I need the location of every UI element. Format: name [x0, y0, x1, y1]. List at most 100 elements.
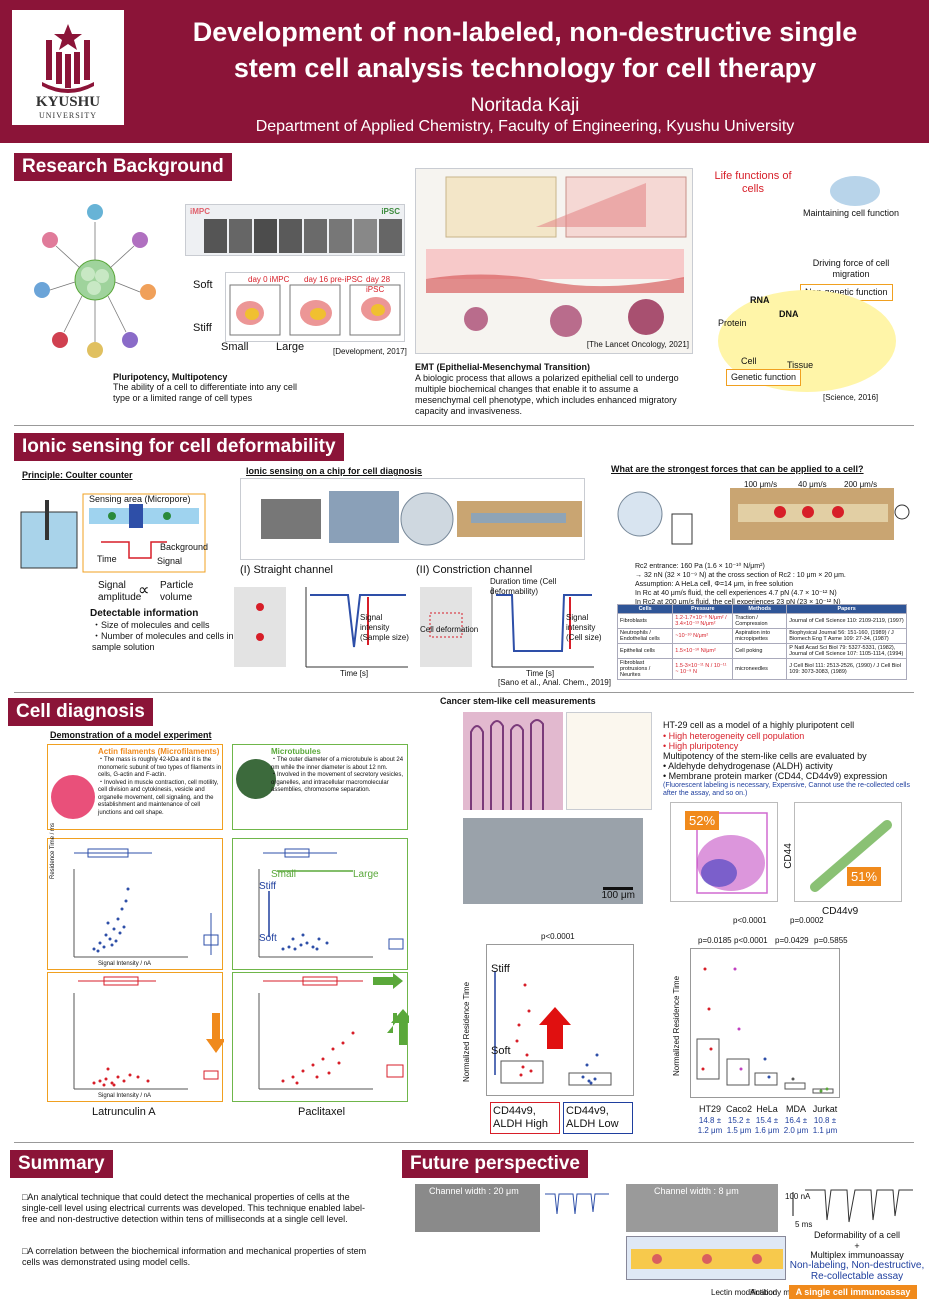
life-functions-title: Life functions of cells [714, 170, 792, 195]
scatter-blue-1 [73, 848, 219, 958]
poster-header: KYUSHU UNIVERSITY Development of non-lab… [0, 0, 929, 143]
time-s-label-2: Time [s] [526, 669, 555, 678]
summary-point-1: □An analytical technique that could dete… [22, 1192, 366, 1224]
microtubule-icon [236, 759, 276, 799]
rna-label: RNA [750, 295, 770, 305]
speed-2: 40 μm/s [798, 480, 827, 489]
straight-signal-graphic [234, 587, 408, 668]
signal-trace-1 [545, 1193, 609, 1215]
na-scale: 100 nA [785, 1192, 811, 1201]
density-plots: day 0 iMPC day 16 pre-iPSC day 28 iPSC [225, 272, 405, 342]
signal-axis-2: Signal Intensity / nA [98, 1093, 152, 1099]
chip-title: Ionic sensing on a chip for cell diagnos… [246, 466, 423, 476]
university-logo: KYUSHU UNIVERSITY [12, 10, 124, 125]
signal-label: Signal [157, 556, 183, 566]
antibody-label: Antibody modification [750, 1288, 826, 1297]
forces-line-1: Rc2 entrance: 160 Pa (1.6 × 10⁻¹⁰ N/μm²) [635, 563, 765, 570]
flow-plot-graphic-1 [696, 812, 768, 894]
straight-channel-plot: Signal intensity (Sample size) Time [s] [230, 577, 410, 678]
forces-title: What are the strongest forces that can b… [611, 464, 864, 474]
signal-intensity-label-2: Signal intensity (Cell size) [566, 613, 602, 642]
percent-52: 52% [685, 811, 720, 830]
stem-cell-icon [34, 204, 156, 358]
stem-cell-diagram [30, 200, 160, 360]
detectable-1: ・Size of molecules and cells [92, 620, 210, 630]
signal-amplitude: Signal amplitude [98, 580, 142, 603]
time-label: Time [97, 554, 117, 564]
table-cell: Aspiration into micropipettes [732, 628, 788, 644]
pluripotency-text: The ability of a cell to differentiate i… [113, 382, 297, 403]
constriction-channel-plot: Duration time (Cell deformability) Cell … [416, 577, 602, 678]
label-soft: Soft [193, 279, 213, 291]
chip-channel-graphic [631, 1249, 783, 1269]
table-cell: Fibroblast protrusions / Neurites [616, 658, 674, 680]
detectable-2: ・Number of molecules and cells in sample… [92, 631, 234, 652]
residence-axis-1: Residence Time / ms [50, 822, 56, 879]
density-scatter-graphic [229, 284, 401, 336]
flow-cytometry-1: 52% [670, 802, 778, 902]
scatter-red-1 [73, 976, 226, 1090]
scatter-red-2 [258, 973, 415, 1090]
group-high: CD44v9, ALDH High [490, 1102, 560, 1134]
forces-diagram: 100 μm/s 40 μm/s 200 μm/s [612, 478, 912, 560]
label-large-2: Large [353, 869, 379, 880]
detectable-title: Detectable information [90, 608, 199, 619]
ht29-intro: HT-29 cell as a model of a highly plurip… [663, 720, 855, 730]
table-header: Cells [616, 604, 674, 614]
table-header: Pressure [672, 604, 734, 614]
straight-channel-title: (I) Straight channel [240, 564, 333, 576]
deformability-text: Deformability of a cell [813, 1230, 901, 1240]
cell-label: Cell [741, 356, 757, 366]
label-small: Small [221, 341, 249, 353]
tissue-label: Tissue [787, 360, 814, 370]
ht29-bullet-4: • Membrane protein marker (CD44, CD44v9)… [663, 771, 888, 781]
table-cell: Journal of Cell Science 110: 2109-2119, … [786, 613, 907, 629]
actin-text: ・The mass is roughly 42-kDa and it is th… [98, 757, 222, 816]
pval-boxplot: p<0.0001 [541, 932, 575, 941]
label-day16: day 16 pre-iPSC [304, 275, 363, 284]
cd44-axis: CD44 [782, 843, 794, 869]
ht29-note: (Fluorescent labeling is necessary, Expe… [663, 782, 910, 797]
chip-figure [240, 478, 585, 560]
forces-line-5: In Rc2 at 200 μm/s fluid, the cell exper… [635, 599, 841, 606]
label-stiff: Stiff [193, 322, 212, 334]
table-row: Epithelial cells 1.5×10⁻¹⁰ N/μm² Cell po… [616, 643, 907, 659]
multiplex-text: Multiplex immunoassay [810, 1250, 904, 1260]
cell-size: 16.4 ± 2.0 μm [783, 1116, 809, 1135]
ref-lancet: [The Lancet Oncology, 2021] [586, 340, 689, 349]
chip-graphic [261, 491, 582, 546]
table-cell: Biophysical Journal 56: 151-160, (1989) … [786, 628, 907, 644]
ht29-bullet-2: • High pluripotency [663, 741, 739, 751]
ref-development: [Development, 2017] [333, 347, 407, 356]
emt-figure: [The Lancet Oncology, 2021] [415, 168, 693, 354]
table-cell: J Cell Biol 111: 2513-2526, (1990) / J C… [786, 658, 907, 680]
section-future: Future perspective [402, 1150, 588, 1178]
title-line-1: Development of non-labeled, non-destruct… [192, 17, 858, 47]
pval-row-4: p=0.5855 [814, 936, 848, 945]
summary-point-2: □A correlation between the biochemical i… [22, 1246, 367, 1267]
actin-box: Actin filaments (Microfilaments) ・The ma… [47, 744, 223, 830]
ref-science: [Science, 2016] [823, 393, 879, 402]
percent-51: 51% [847, 867, 882, 886]
label-large: Large [276, 341, 305, 353]
microtubule-title: Microtubules [271, 747, 321, 756]
cell-deformation-label: Cell deformation [420, 625, 479, 634]
label-day28: day 28 iPSC [366, 275, 391, 294]
microtubule-text: ・The outer diameter of a microtubule is … [271, 757, 404, 793]
ht29-bullet-1: • High heterogeneity cell population [663, 731, 805, 741]
divider-1 [14, 425, 914, 426]
table-cell: Epithelial cells [616, 643, 674, 659]
genetic-label: Genetic function [726, 369, 802, 386]
section-cell-diagnosis: Cell diagnosis [8, 698, 153, 726]
crest-icon [42, 24, 94, 93]
signal-intensity-label: Signal intensity (Sample size) [360, 613, 409, 642]
speed-1: 100 μm/s [744, 480, 778, 489]
microtubule-box: Microtubules ・The outer diameter of a mi… [232, 744, 408, 830]
microscopy-strip [204, 219, 402, 253]
coulter-diagram: Sensing area (Micropore) Background Sign… [17, 490, 208, 575]
cd44-boxplot-graphic [494, 971, 612, 1086]
table-row: Neutrophils / Endothelial cells ~10⁻¹⁰ N… [616, 628, 907, 644]
pval-top-1: p<0.0001 [733, 916, 767, 925]
table-header: Methods [732, 604, 788, 614]
table-cell: Neutrophils / Endothelial cells [616, 628, 674, 644]
